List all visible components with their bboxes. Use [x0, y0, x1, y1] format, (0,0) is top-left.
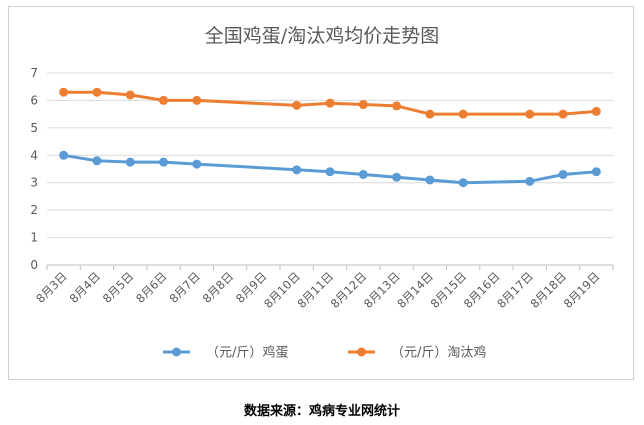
data-point	[125, 90, 135, 100]
x-tick-label: 8月8日	[200, 269, 237, 306]
data-point	[325, 167, 335, 177]
data-point	[192, 95, 202, 105]
data-point	[525, 109, 535, 119]
series-line-1	[62, 153, 598, 185]
y-tick-label: 7	[30, 66, 38, 80]
data-point	[325, 98, 335, 108]
x-tick-label: 8月7日	[166, 269, 203, 306]
y-tick-label: 1	[30, 231, 38, 245]
y-tick-label: 2	[30, 203, 38, 217]
x-tick-label: 8月17日	[494, 269, 536, 311]
data-point	[425, 109, 435, 119]
data-point	[458, 178, 468, 188]
x-tick-label: 8月18日	[527, 269, 569, 311]
x-tick-label: 8月14日	[394, 269, 436, 311]
data-point	[159, 157, 169, 167]
data-point	[292, 100, 302, 110]
x-tick-label: 8月11日	[294, 269, 336, 311]
x-tick-label: 8月13日	[361, 269, 403, 311]
data-point	[59, 87, 69, 97]
legend-marker	[172, 347, 181, 357]
data-point	[92, 156, 102, 166]
line-chart: 全国鸡蛋/淘汰鸡均价走势图 0 1 2 3 4 5 6 7 8月3日8月4日8月5日8月6日8月7…	[30, 25, 614, 361]
x-tick-label: 8月19日	[561, 269, 603, 311]
data-point	[92, 87, 102, 97]
data-point	[59, 150, 69, 160]
data-point	[558, 109, 568, 119]
data-point	[192, 159, 202, 169]
y-tick-label: 3	[30, 176, 38, 190]
data-point	[558, 169, 568, 179]
data-point	[525, 176, 535, 186]
data-point	[292, 165, 302, 175]
x-tick-label: 8月12日	[328, 269, 370, 311]
x-tick-label: 8月5日	[100, 269, 137, 306]
x-tick-label: 8月6日	[133, 269, 170, 306]
y-tick-label: 5	[30, 121, 38, 135]
data-point	[392, 172, 402, 182]
data-point	[159, 95, 169, 105]
legend-marker	[357, 347, 366, 357]
legend-label: （元/斤）鸡蛋	[206, 345, 288, 361]
x-tick-label: 8月3日	[33, 269, 70, 306]
y-tick-label: 0	[30, 258, 38, 272]
data-point	[458, 109, 468, 119]
x-tick-label: 8月4日	[67, 269, 104, 306]
data-point	[591, 106, 601, 116]
data-point	[425, 175, 435, 185]
data-point	[392, 101, 402, 111]
chart-title: 全国鸡蛋/淘汰鸡均价走势图	[205, 25, 439, 47]
x-tick-label: 8月16日	[461, 269, 503, 311]
legend-label: （元/斤）淘汰鸡	[391, 345, 486, 361]
data-point	[125, 157, 135, 167]
y-tick-label: 6	[30, 93, 38, 107]
data-point	[358, 100, 368, 110]
data-point	[358, 169, 368, 179]
y-tick-label: 4	[30, 148, 38, 162]
x-tick-label: 8月15日	[428, 269, 470, 311]
data-point	[591, 167, 601, 177]
series-line-2	[62, 90, 598, 116]
x-tick-label: 8月10日	[261, 269, 303, 311]
chart-frame	[8, 6, 634, 380]
data-source-note: 数据来源：鸡病专业网统计	[243, 404, 400, 419]
